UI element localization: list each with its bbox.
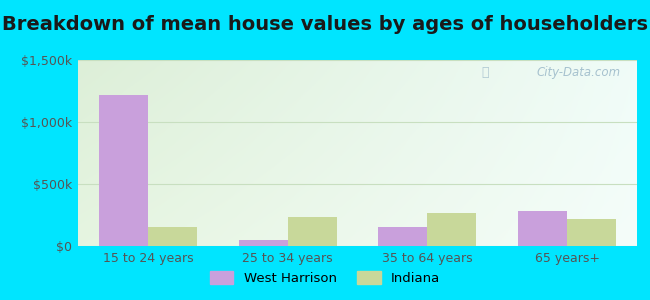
Bar bbox=[427, 213, 476, 246]
Bar bbox=[239, 240, 287, 246]
Bar bbox=[99, 95, 148, 246]
Bar bbox=[148, 227, 197, 246]
Bar bbox=[287, 217, 337, 246]
Bar bbox=[518, 211, 567, 246]
Bar bbox=[567, 219, 616, 246]
Bar bbox=[378, 227, 428, 246]
Legend: West Harrison, Indiana: West Harrison, Indiana bbox=[204, 266, 446, 290]
Text: ⓘ: ⓘ bbox=[482, 66, 489, 79]
Text: Breakdown of mean house values by ages of householders: Breakdown of mean house values by ages o… bbox=[2, 15, 648, 34]
Text: City-Data.com: City-Data.com bbox=[536, 66, 620, 79]
